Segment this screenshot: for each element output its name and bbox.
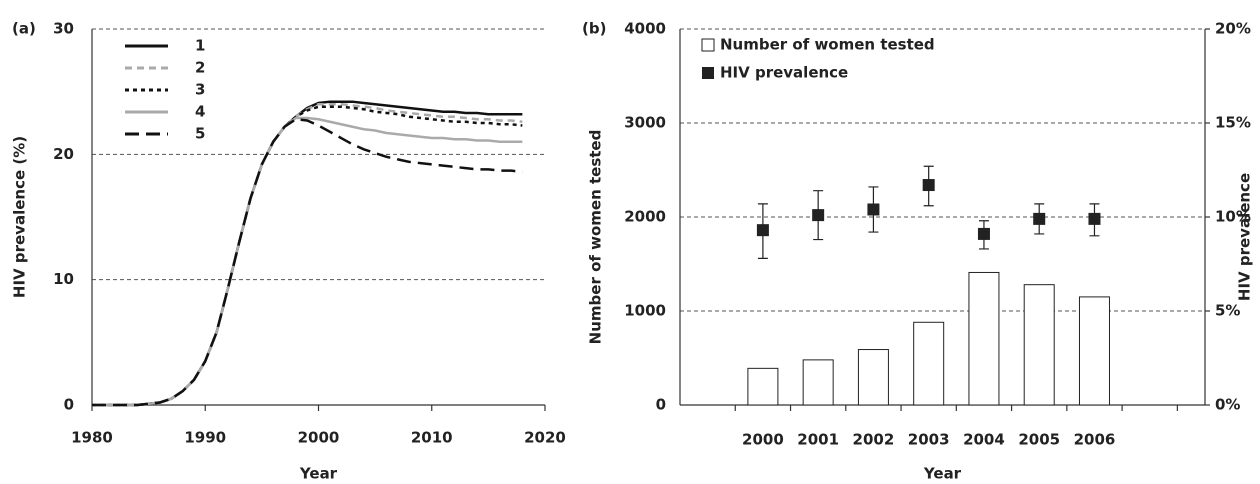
legend-label: Number of women tested [720, 36, 935, 54]
x-tick-label: 2000 [742, 431, 784, 449]
legend-swatch [702, 67, 714, 79]
x-tick-label: 1990 [184, 429, 226, 447]
y-tick-label: 2000 [624, 208, 666, 226]
legend-label: 1 [195, 37, 205, 55]
x-axis-title: Year [923, 465, 962, 483]
point [1088, 212, 1101, 225]
bar [1078, 296, 1110, 406]
point [977, 227, 990, 240]
y-tick-label: 0 [656, 396, 666, 414]
x-tick-label: 2010 [411, 429, 453, 447]
y2-axis-title: HIV prevalence [1236, 173, 1254, 301]
x-tick-label: 2006 [1074, 431, 1116, 449]
x-tick-label: 1980 [71, 429, 113, 447]
point [812, 209, 825, 222]
y-tick-label: 10 [53, 270, 74, 288]
y2-tick-label: 0% [1215, 396, 1240, 414]
panel-label: (a) [12, 20, 36, 38]
panel-label: (b) [582, 20, 606, 38]
x-tick-label: 2001 [797, 431, 839, 449]
point [922, 179, 935, 192]
y-tick-label: 1000 [624, 302, 666, 320]
y-tick-label: 4000 [624, 20, 666, 38]
y2-tick-label: 5% [1215, 302, 1240, 320]
y-tick-label: 30 [53, 20, 74, 38]
series-line [92, 105, 523, 407]
legend-label: 4 [195, 103, 205, 121]
series-line [92, 100, 523, 407]
y2-tick-label: 15% [1215, 114, 1251, 132]
series-line [92, 117, 523, 407]
x-tick-label: 2004 [963, 431, 1005, 449]
point [867, 203, 880, 216]
y2-tick-label: 20% [1215, 20, 1251, 38]
bar [968, 271, 1000, 406]
y-tick-label: 0 [64, 396, 74, 414]
bar [913, 321, 945, 406]
x-tick-label: 2002 [853, 431, 895, 449]
y-axis-title: HIV prevalence (%) [11, 136, 29, 298]
bar [1023, 284, 1055, 406]
legend-label: 3 [195, 81, 205, 99]
y-axis-title: Number of women tested [587, 130, 605, 345]
legend-label: HIV prevalence [720, 64, 848, 82]
legend-label: 2 [195, 59, 205, 77]
x-tick-label: 2003 [908, 431, 950, 449]
point [1033, 212, 1046, 225]
y2-tick-label: 10% [1215, 208, 1251, 226]
legend-label: 5 [195, 125, 205, 143]
bar [747, 367, 779, 406]
bar [857, 349, 889, 406]
y-tick-label: 20 [53, 145, 74, 163]
bar [802, 359, 834, 406]
legend-swatch [701, 38, 715, 52]
x-tick-label: 2020 [524, 429, 566, 447]
x-tick-label: 2005 [1018, 431, 1060, 449]
series-line [92, 116, 523, 407]
series-line [92, 102, 523, 407]
x-tick-label: 2000 [298, 429, 340, 447]
point [756, 224, 769, 237]
y-tick-label: 3000 [624, 114, 666, 132]
x-axis-title: Year [299, 465, 338, 483]
